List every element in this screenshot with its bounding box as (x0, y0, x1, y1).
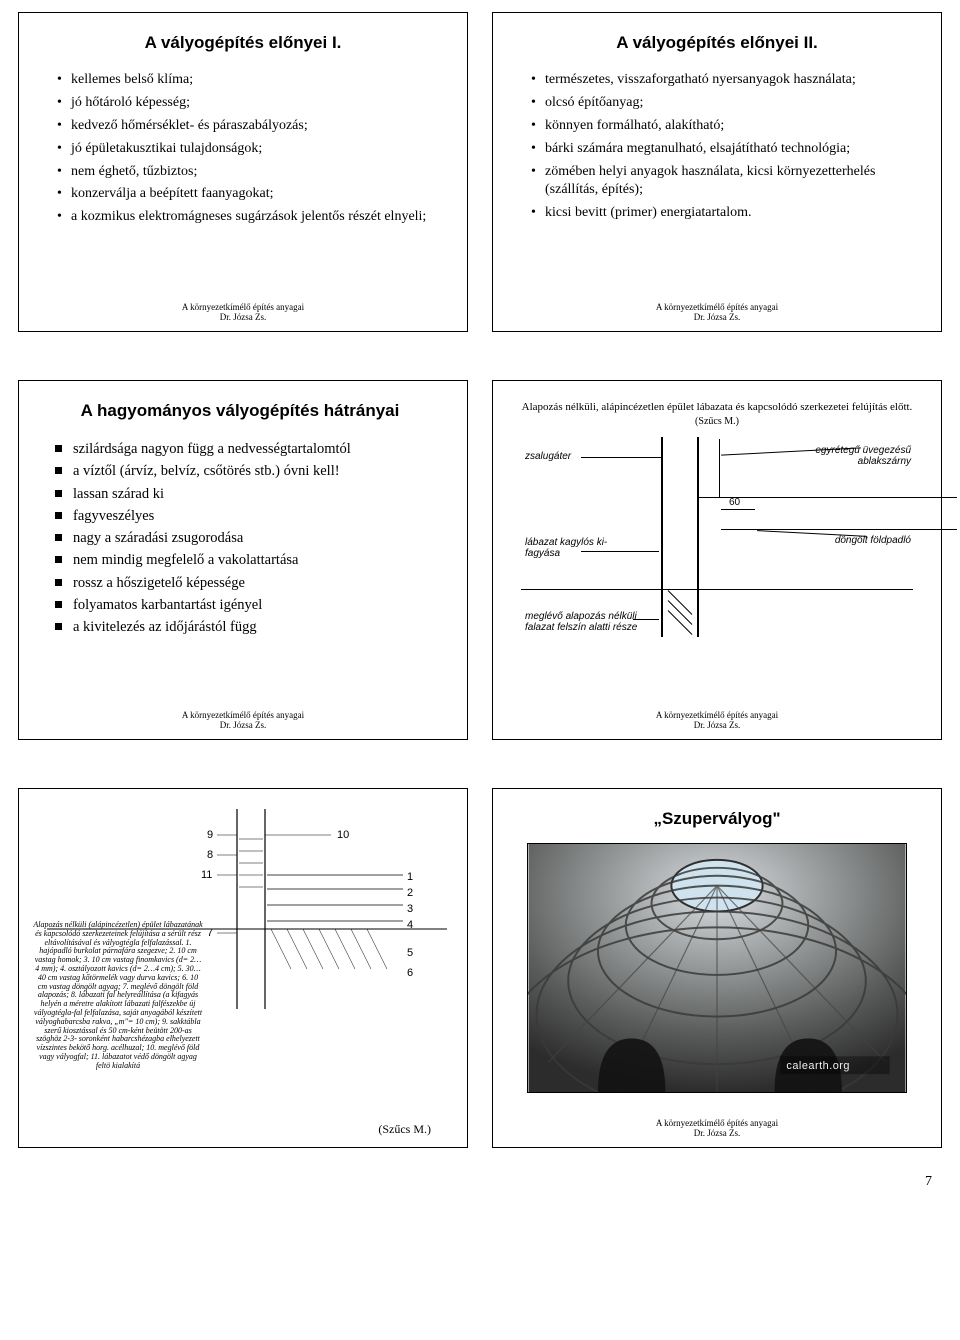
slide-disadvantages: A hagyományos vályogépítés hátrányai szi… (18, 380, 468, 740)
source-ref: (Szűcs M.) (378, 1122, 431, 1137)
section-sketch: 60 zsalugáter egyrétegű üvegezésű ablaks… (521, 439, 913, 639)
list-item: rossz a hőszigetelő képessége (55, 573, 439, 593)
credit-line: A környezetkímélő építés anyagai (182, 302, 304, 312)
credit-line: A környezetkímélő építés anyagai (656, 710, 778, 720)
credit-author: Dr. Józsa Zs. (694, 312, 741, 322)
list-item: a víztől (árvíz, belvíz, csőtörés stb.) … (55, 461, 439, 481)
credit-author: Dr. Józsa Zs. (220, 312, 267, 322)
list-item: természetes, visszaforgatható nyersanyag… (531, 71, 913, 90)
slide-credit: A környezetkímélő építés anyagai Dr. Józ… (182, 303, 304, 323)
credit-author: Dr. Józsa Zs. (220, 720, 267, 730)
list-item: a kivitelezés az időjárástól függ (55, 617, 439, 637)
numbered-section-sketch: 9 8 11 7 10 1 2 3 4 5 6 (47, 809, 439, 1069)
list-item: kellemes belső klíma; (57, 71, 439, 90)
slide-section-diagram-1: Alapozás nélküli, alápincézetlen épület … (492, 380, 942, 740)
label-foundation: meglévő alapozás nélküli falazat felszín… (525, 611, 675, 633)
list-item: könnyen formálható, alakítható; (531, 117, 913, 136)
list-item: jó épületakusztikai tulajdonságok; (57, 140, 439, 159)
caption-text: Alapozás nélküli, alápincézetlen épület … (522, 401, 913, 413)
list-item: konzerválja a beépített faanyagokat; (57, 185, 439, 204)
slide-supervAlyog: „Szupervályog" (492, 788, 942, 1148)
slide-section-diagram-2: 9 8 11 7 10 1 2 3 4 5 6 (18, 788, 468, 1148)
list-item: nagy a száradási zsugorodása (55, 528, 439, 548)
slide-credit: A környezetkímélő építés anyagai Dr. Józ… (656, 303, 778, 323)
square-list: szilárdsága nagyon függ a nedvességtarta… (47, 439, 439, 638)
credit-author: Dr. Józsa Zs. (694, 1128, 741, 1138)
list-item: a kozmikus elektromágneses sugárzások je… (57, 208, 439, 227)
list-item: lassan szárad ki (55, 484, 439, 504)
label-plinth: lábazat kagylós ki- fagyása (525, 537, 635, 559)
slide-title: A vályogépítés előnyei I. (47, 33, 439, 53)
slide-title: A hagyományos vályogépítés hátrányai (41, 401, 439, 421)
credit-line: A környezetkímélő építés anyagai (182, 710, 304, 720)
dome-svg: calearth.org (527, 843, 907, 1093)
dim-label: 60 (729, 497, 740, 508)
photo-watermark: calearth.org (786, 1060, 850, 1072)
credit-line: A környezetkímélő építés anyagai (656, 1118, 778, 1128)
slide-credit: A környezetkímélő építés anyagai Dr. Józ… (656, 711, 778, 731)
slide-title: A vályogépítés előnyei II. (521, 33, 913, 53)
list-item: szilárdsága nagyon függ a nedvességtarta… (55, 439, 439, 459)
page-number: 7 (18, 1174, 942, 1190)
diagram-full-caption: Alapozás nélküli (alápincézetlen) épület… (33, 921, 203, 1071)
diagram-caption: Alapozás nélküli, alápincézetlen épület … (521, 401, 913, 429)
list-item: nem mindig megfelelő a vakolattartása (55, 550, 439, 570)
caption-ref: (Szűcs M.) (695, 416, 739, 427)
dome-photo: calearth.org (521, 843, 913, 1093)
slide-credit: A környezetkímélő építés anyagai Dr. Józ… (656, 1119, 778, 1139)
list-item: kedvező hőmérséklet- és páraszabályozás; (57, 117, 439, 136)
label-zsalugater: zsalugáter (525, 451, 571, 462)
slide-advantages-1: A vályogépítés előnyei I. kellemes belső… (18, 12, 468, 332)
slide-advantages-2: A vályogépítés előnyei II. természetes, … (492, 12, 942, 332)
list-item: bárki számára megtanulható, elsajátíthat… (531, 140, 913, 159)
list-item: folyamatos karbantartást igényel (55, 595, 439, 615)
list-item: nem éghető, tűzbiztos; (57, 163, 439, 182)
slide-title: „Szupervályog" (521, 809, 913, 829)
list-item: olcsó építőanyag; (531, 94, 913, 113)
bullet-list: kellemes belső klíma; jó hőtároló képess… (47, 71, 439, 227)
credit-line: A környezetkímélő építés anyagai (656, 302, 778, 312)
list-item: zömében helyi anyagok használata, kicsi … (531, 163, 913, 201)
slide-credit: A környezetkímélő építés anyagai Dr. Józ… (182, 711, 304, 731)
credit-author: Dr. Józsa Zs. (694, 720, 741, 730)
list-item: fagyveszélyes (55, 506, 439, 526)
list-item: jó hőtároló képesség; (57, 94, 439, 113)
list-item: kicsi bevitt (primer) energiatartalom. (531, 204, 913, 223)
bullet-list: természetes, visszaforgatható nyersanyag… (521, 71, 913, 223)
